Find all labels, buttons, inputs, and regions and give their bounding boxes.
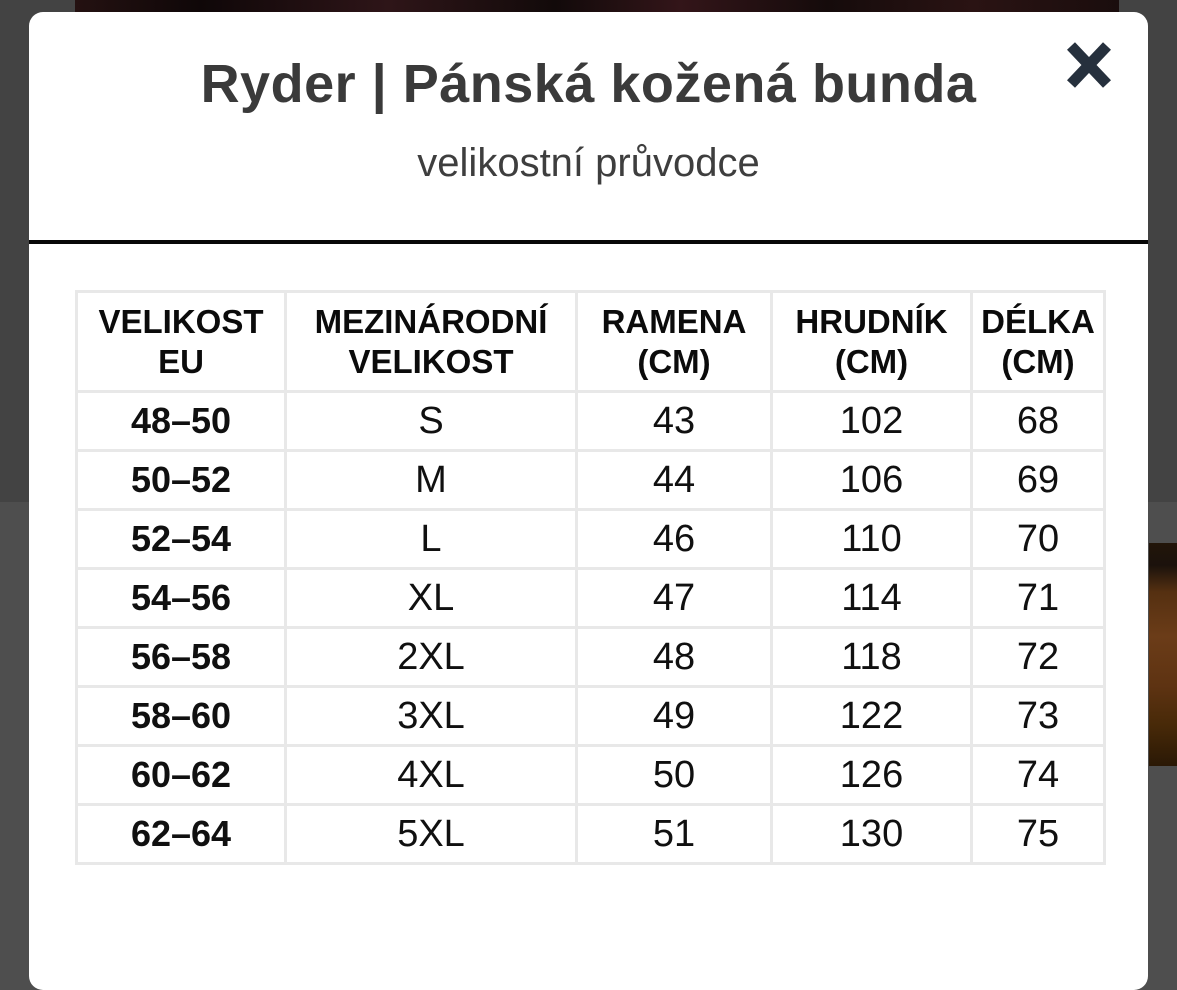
col-header-hrudnik: HRUDNÍK (CM) [770, 290, 973, 393]
cell-hrudnik: 106 [770, 449, 973, 511]
cell-velikost-eu: 52–54 [75, 508, 287, 570]
header-line: EU [158, 342, 204, 380]
header-line: VELIKOST [98, 302, 264, 340]
cell-delka: 75 [970, 803, 1106, 865]
header-line: (CM) [834, 342, 909, 380]
table-row: 56–58 2XL 48 118 72 [75, 626, 1106, 688]
cell-hrudnik: 122 [770, 685, 973, 747]
cell-mezinarodni: 3XL [284, 685, 578, 747]
header-row: VELIKOST EU MEZINÁRODNÍ VELIKOST RAMENA … [75, 290, 1106, 393]
cell-velikost-eu: 54–56 [75, 567, 287, 629]
close-icon [1064, 41, 1114, 89]
cell-velikost-eu: 48–50 [75, 390, 287, 452]
cell-mezinarodni: 4XL [284, 744, 578, 806]
cell-delka: 73 [970, 685, 1106, 747]
modal-title: Ryder | Pánská kožená bunda [200, 54, 977, 114]
cell-hrudnik: 130 [770, 803, 973, 865]
col-header-ramena: RAMENA (CM) [575, 290, 773, 393]
header-line: HRUDNÍK [795, 302, 948, 340]
cell-ramena: 49 [575, 685, 773, 747]
table-row: 54–56 XL 47 114 71 [75, 567, 1106, 629]
cell-ramena: 51 [575, 803, 773, 865]
header-line: VELIKOST [348, 342, 514, 380]
cell-velikost-eu: 60–62 [75, 744, 287, 806]
cell-ramena: 43 [575, 390, 773, 452]
cell-hrudnik: 118 [770, 626, 973, 688]
cell-delka: 74 [970, 744, 1106, 806]
cell-ramena: 47 [575, 567, 773, 629]
size-table: VELIKOST EU MEZINÁRODNÍ VELIKOST RAMENA … [75, 290, 1106, 865]
table-row: 62–64 5XL 51 130 75 [75, 803, 1106, 865]
modal-header: Ryder | Pánská kožená bunda velikostní p… [29, 12, 1148, 186]
size-guide-modal: Ryder | Pánská kožená bunda velikostní p… [29, 12, 1148, 990]
table-row: 52–54 L 46 110 70 [75, 508, 1106, 570]
col-header-delka: DÉLKA (CM) [970, 290, 1106, 393]
cell-mezinarodni: 5XL [284, 803, 578, 865]
cell-velikost-eu: 56–58 [75, 626, 287, 688]
table-row: 58–60 3XL 49 122 73 [75, 685, 1106, 747]
close-button[interactable] [1062, 38, 1116, 92]
product-photo-right-edge [1149, 543, 1177, 766]
header-line: RAMENA [601, 302, 747, 340]
cell-delka: 72 [970, 626, 1106, 688]
size-table-container: VELIKOST EU MEZINÁRODNÍ VELIKOST RAMENA … [75, 290, 1106, 865]
cell-ramena: 44 [575, 449, 773, 511]
modal-subtitle: velikostní průvodce [417, 141, 760, 185]
cell-hrudnik: 114 [770, 567, 973, 629]
cell-mezinarodni: 2XL [284, 626, 578, 688]
cell-mezinarodni: L [284, 508, 578, 570]
col-header-mezinarodni-velikost: MEZINÁRODNÍ VELIKOST [284, 290, 578, 393]
header-line: DÉLKA [981, 302, 1095, 340]
cell-velikost-eu: 50–52 [75, 449, 287, 511]
cell-hrudnik: 102 [770, 390, 973, 452]
header-line: MEZINÁRODNÍ [314, 302, 548, 340]
table-row: 50–52 M 44 106 69 [75, 449, 1106, 511]
product-photo-top-edge [75, 0, 1119, 12]
cell-delka: 68 [970, 390, 1106, 452]
table-row: 60–62 4XL 50 126 74 [75, 744, 1106, 806]
header-line: (CM) [637, 342, 711, 380]
cell-delka: 71 [970, 567, 1106, 629]
cell-delka: 69 [970, 449, 1106, 511]
cell-velikost-eu: 62–64 [75, 803, 287, 865]
cell-hrudnik: 110 [770, 508, 973, 570]
cell-ramena: 50 [575, 744, 773, 806]
cell-delka: 70 [970, 508, 1106, 570]
cell-mezinarodni: XL [284, 567, 578, 629]
cell-mezinarodni: S [284, 390, 578, 452]
table-row: 48–50 S 43 102 68 [75, 390, 1106, 452]
cell-velikost-eu: 58–60 [75, 685, 287, 747]
cell-hrudnik: 126 [770, 744, 973, 806]
header-divider [29, 240, 1148, 244]
header-line: (CM) [1001, 342, 1075, 380]
cell-mezinarodni: M [284, 449, 578, 511]
cell-ramena: 46 [575, 508, 773, 570]
col-header-velikost-eu: VELIKOST EU [75, 290, 287, 393]
cell-ramena: 48 [575, 626, 773, 688]
